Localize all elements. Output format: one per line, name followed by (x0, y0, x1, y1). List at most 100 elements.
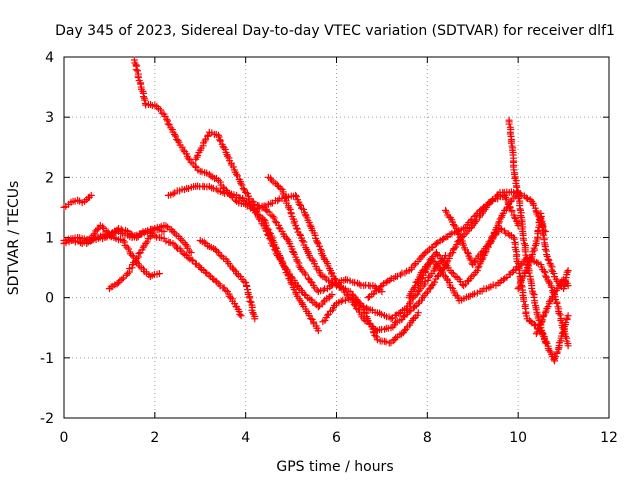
data-point-marker (239, 195, 247, 203)
data-point-marker (286, 240, 294, 248)
data-point-marker (140, 93, 148, 101)
data-point-marker (462, 280, 470, 288)
data-point-marker (387, 315, 395, 323)
x-tick-label: 2 (150, 430, 159, 446)
data-point-marker (469, 291, 477, 299)
data-point-marker (535, 324, 543, 332)
data-point-marker (386, 276, 394, 284)
data-point-marker (467, 256, 475, 264)
data-point-marker (149, 226, 157, 234)
data-point-marker (489, 235, 497, 243)
data-point-marker (143, 238, 151, 246)
data-point-marker (463, 248, 471, 256)
data-point-marker (406, 300, 414, 308)
data-point-marker (315, 242, 323, 250)
data-point-marker (547, 282, 555, 290)
data-point-marker (264, 232, 272, 240)
data-point-marker (450, 245, 458, 253)
data-point-marker (530, 293, 538, 301)
data-point-marker (410, 303, 418, 311)
data-point-marker (442, 208, 450, 216)
data-point-marker (527, 317, 535, 325)
data-point-marker (564, 282, 572, 290)
data-point-marker (449, 221, 457, 229)
data-point-marker (165, 121, 173, 129)
data-point-marker (174, 136, 182, 144)
data-point-marker (148, 229, 156, 237)
data-point-marker (217, 137, 225, 145)
data-point-marker (216, 251, 224, 259)
data-point-marker (117, 225, 125, 233)
data-point-marker (83, 240, 91, 248)
data-point-marker (134, 67, 142, 75)
data-point-marker (266, 235, 274, 243)
data-point-marker (239, 185, 247, 193)
data-point-marker (204, 242, 212, 250)
data-point-marker (292, 191, 300, 199)
data-point-marker (320, 254, 328, 262)
data-point-marker (245, 199, 253, 207)
data-point-marker (432, 261, 440, 269)
data-point-marker (306, 221, 314, 229)
data-point-marker (510, 234, 518, 241)
data-point-marker (295, 200, 303, 208)
data-point-marker (160, 227, 168, 235)
chart-title: Day 345 of 2023, Sidereal Day-to-day VTE… (55, 23, 615, 39)
data-point-marker (520, 240, 528, 248)
data-point-marker (191, 162, 199, 170)
data-point-marker (99, 223, 107, 231)
data-point-marker (237, 179, 245, 187)
data-point-marker (553, 300, 561, 308)
data-point-marker (134, 74, 142, 82)
data-point-marker (544, 255, 552, 263)
data-point-marker (541, 339, 549, 347)
data-point-marker (286, 206, 294, 214)
data-point-marker (246, 297, 254, 305)
data-point-marker (511, 213, 519, 221)
data-point-marker (395, 310, 403, 318)
data-point-marker (295, 262, 303, 270)
data-point-marker (425, 273, 433, 281)
data-point-marker (505, 120, 513, 128)
data-point-marker (529, 289, 537, 297)
data-point-marker (515, 283, 523, 291)
data-point-marker (527, 254, 535, 262)
data-point-marker (328, 291, 336, 299)
x-tick-label: 0 (60, 430, 69, 446)
data-point-marker (439, 268, 447, 276)
data-point-marker (262, 227, 270, 235)
data-point-marker (382, 278, 390, 286)
data-point-marker (545, 256, 553, 264)
data-point-marker (478, 248, 486, 256)
data-point-marker (164, 120, 172, 128)
data-point-marker (393, 272, 401, 280)
data-point-marker (211, 245, 219, 253)
data-point-marker (87, 191, 95, 199)
x-tick-label: 10 (509, 430, 527, 446)
data-point-marker (474, 264, 482, 272)
data-point-marker (238, 181, 246, 189)
data-point-marker (548, 283, 556, 291)
data-point-marker (205, 271, 213, 279)
data-point-marker (431, 278, 439, 286)
data-point-marker (319, 286, 327, 294)
data-point-marker (182, 240, 190, 248)
y-tick-label: 1 (45, 231, 54, 247)
data-point-marker (514, 285, 522, 293)
data-point-marker (498, 225, 506, 233)
data-point-marker (371, 332, 379, 340)
data-point-marker (194, 151, 202, 159)
data-point-marker (281, 194, 289, 202)
data-point-marker (156, 224, 164, 232)
data-point-marker (533, 259, 541, 266)
data-point-marker (467, 217, 475, 225)
data-point-marker (438, 236, 446, 244)
data-point-marker (424, 288, 432, 296)
data-point-marker (62, 239, 70, 247)
data-point-marker (364, 294, 372, 302)
data-point-marker (275, 224, 283, 232)
data-point-marker (184, 254, 192, 262)
data-point-marker (551, 354, 559, 362)
data-point-marker (448, 269, 456, 277)
